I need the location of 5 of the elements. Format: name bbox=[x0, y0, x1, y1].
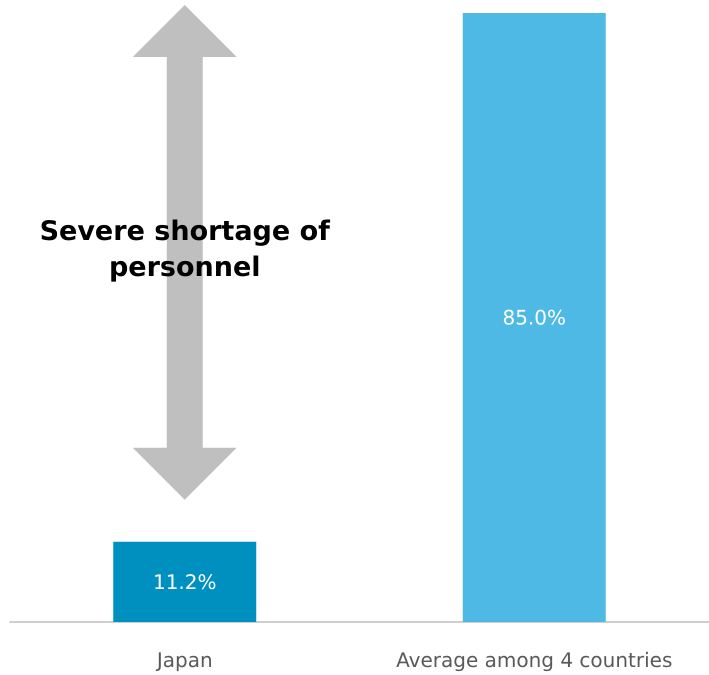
data-label: 11.2% bbox=[152, 570, 217, 594]
x-tick-label: Average among 4 countries bbox=[396, 648, 672, 672]
data-label: 85.0% bbox=[502, 306, 566, 330]
x-tick-label: Japan bbox=[154, 648, 213, 672]
annotation: Severe shortage of personnel bbox=[38, 215, 332, 286]
